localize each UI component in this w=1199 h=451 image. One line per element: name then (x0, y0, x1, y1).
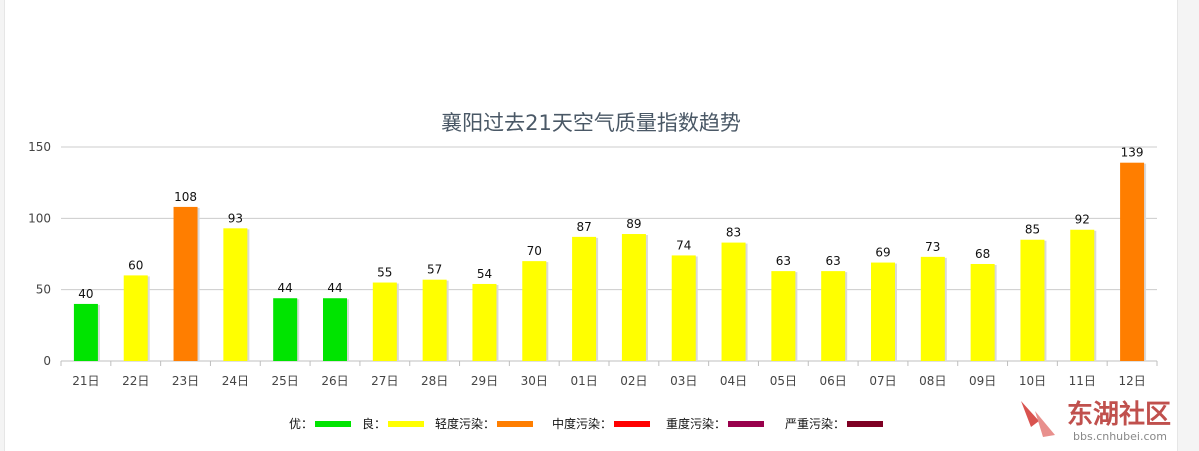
x-tick-label: 03日 (670, 374, 697, 388)
x-tick-label: 30日 (521, 374, 548, 388)
bar[interactable] (422, 279, 447, 361)
data-label: 63 (776, 254, 791, 268)
data-label: 54 (477, 267, 492, 281)
x-tick-label: 24日 (222, 374, 249, 388)
bar[interactable] (572, 236, 597, 361)
x-tick-label: 02日 (620, 374, 647, 388)
x-tick-label: 22日 (122, 374, 149, 388)
data-label: 89 (626, 217, 641, 231)
legend-label: 中度污染： (552, 416, 612, 431)
chart-panel: 襄阳过去21天空气质量指数趋势 40 60 108 93 44 44 55 57 54 70 87 8… (4, 0, 1178, 451)
x-tick-label: 09日 (969, 374, 996, 388)
legend-swatch[interactable] (315, 421, 351, 427)
legend-swatch[interactable] (847, 421, 883, 427)
bar[interactable] (522, 261, 547, 361)
x-tick-label: 05日 (770, 374, 797, 388)
x-tick-label: 21日 (72, 374, 99, 388)
data-label: 83 (726, 226, 741, 240)
aqi-bar-chart: 襄阳过去21天空气质量指数趋势 40 60 108 93 44 44 55 57 54 70 87 8… (28, 111, 1158, 431)
data-label: 44 (278, 281, 293, 295)
data-label: 68 (975, 247, 990, 261)
chart-title: 襄阳过去21天空气质量指数趋势 (441, 111, 741, 135)
x-tick-label: 29日 (471, 374, 498, 388)
data-label: 40 (78, 287, 93, 301)
bar[interactable] (173, 206, 198, 361)
data-label: 60 (128, 258, 143, 272)
x-axis: 21日 22日 23日 24日 25日 26日 27日 28日 29日 30日 01日 02日 03日 0… (60, 361, 1158, 388)
bar[interactable] (920, 256, 945, 361)
x-tick-label: 04日 (720, 374, 747, 388)
data-label: 55 (377, 266, 392, 280)
x-tick-label: 12日 (1118, 374, 1145, 388)
x-tick-label: 28日 (421, 374, 448, 388)
bar[interactable] (821, 271, 846, 361)
legend-swatch[interactable] (614, 421, 650, 427)
y-tick-label: 0 (43, 354, 51, 368)
data-label: 87 (576, 220, 591, 234)
y-axis: 0 50 100 150 (28, 140, 51, 368)
x-tick-label: 08日 (919, 374, 946, 388)
bar[interactable] (621, 234, 646, 361)
bar[interactable] (372, 282, 397, 361)
x-tick-label: 10日 (1019, 374, 1046, 388)
bars (73, 162, 1147, 361)
bar[interactable] (771, 271, 796, 361)
x-tick-label: 26日 (321, 374, 348, 388)
data-label: 139 (1121, 146, 1144, 160)
bar[interactable] (1070, 229, 1095, 361)
data-label: 44 (327, 281, 342, 295)
bar[interactable] (1120, 162, 1145, 361)
bar[interactable] (871, 262, 895, 361)
data-label: 63 (826, 254, 841, 268)
data-label: 57 (427, 263, 442, 277)
legend-swatch[interactable] (497, 421, 533, 427)
x-tick-label: 11日 (1069, 374, 1096, 388)
data-label: 108 (174, 190, 197, 204)
bar[interactable] (223, 228, 248, 361)
watermark-logo: 东湖社区 bbs.cnhubei.com (1021, 399, 1171, 443)
legend-label: 优： (289, 417, 313, 431)
data-label: 93 (228, 211, 243, 225)
legend-label: 重度污染： (666, 416, 726, 431)
data-labels: 40 60 108 93 44 44 55 57 54 70 87 89 74 83 63 63 69 73 68 8… (78, 146, 1143, 301)
bar[interactable] (323, 298, 347, 361)
y-tick-label: 50 (36, 283, 51, 297)
legend-label: 轻度污染： (435, 416, 495, 431)
bar[interactable] (671, 255, 696, 361)
legend-label: 严重污染： (785, 416, 845, 431)
bar[interactable] (721, 242, 746, 361)
bar[interactable] (970, 263, 995, 361)
data-label: 92 (1075, 213, 1090, 227)
x-tick-label: 06日 (820, 374, 847, 388)
data-label: 73 (925, 240, 940, 254)
legend-label: 良： (362, 416, 386, 431)
bar[interactable] (73, 303, 98, 361)
logo-mark-icon (1021, 401, 1039, 427)
legend-swatch[interactable] (388, 421, 424, 427)
data-label: 85 (1025, 223, 1040, 237)
bar[interactable] (1020, 239, 1045, 361)
x-tick-label: 07日 (869, 374, 896, 388)
y-tick-label: 100 (28, 211, 51, 225)
legend-swatch[interactable] (728, 421, 764, 427)
legend: 优： 良： 轻度污染： 中度污染： 重度污染： 严重污染： (289, 416, 883, 431)
x-tick-label: 23日 (172, 374, 199, 388)
bar[interactable] (472, 283, 497, 361)
x-tick-label: 01日 (570, 374, 597, 388)
bar[interactable] (273, 298, 298, 361)
y-tick-label: 150 (28, 140, 51, 154)
watermark-name: 东湖社区 (1067, 399, 1171, 430)
watermark-url: bbs.cnhubei.com (1073, 430, 1167, 443)
data-label: 74 (676, 238, 691, 252)
bar[interactable] (123, 275, 148, 361)
x-tick-label: 25日 (272, 374, 299, 388)
logo-mark-tail-icon (1035, 411, 1055, 437)
x-tick-label: 27日 (371, 374, 398, 388)
data-label: 69 (875, 246, 890, 260)
data-label: 70 (527, 244, 542, 258)
